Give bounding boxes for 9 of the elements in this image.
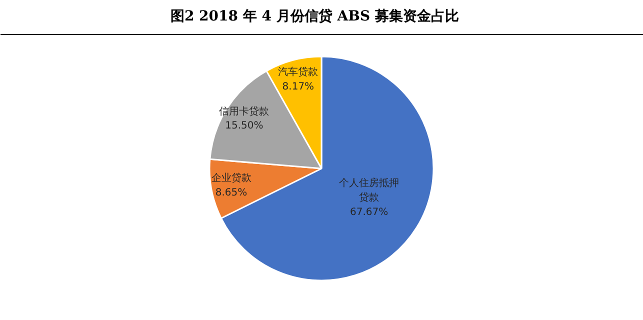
slice-label: 企业贷款: [211, 172, 252, 184]
chart-title: 图2 2018 年 4 月份信贷 ABS 募集资金占比: [170, 8, 459, 24]
slice-label: 个人住房抵押贷款: [339, 177, 400, 204]
data-label: 67.67%: [350, 206, 388, 218]
data-label: 15.50%: [225, 120, 264, 132]
slice-label: 汽车贷款: [278, 66, 318, 78]
data-label: 8.17%: [282, 81, 314, 92]
data-label: 8.65%: [215, 187, 248, 198]
slice-label: 信用卡贷款: [219, 105, 270, 118]
